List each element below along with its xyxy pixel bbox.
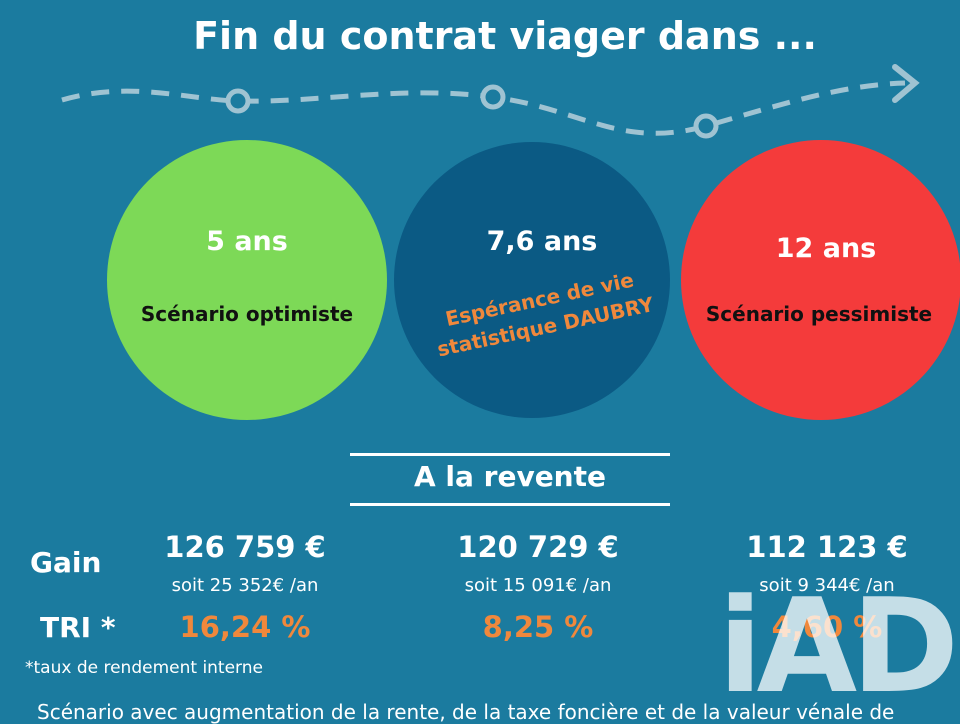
gain-per-year: soit 15 091€ /an (464, 575, 612, 596)
circle-pessimistic (681, 140, 960, 420)
title: Fin du contrat viager dans ... (193, 14, 817, 58)
duration: 5 ans (206, 226, 288, 257)
resale-box (350, 453, 670, 506)
footnote: *taux de rendement interne (25, 658, 263, 678)
row-label: Gain (30, 546, 102, 579)
timeline (61, 64, 920, 139)
scenario-label: Scénario pessimiste (705, 302, 933, 326)
logo: iAD (718, 570, 959, 722)
tri: 16,24 % (179, 610, 311, 644)
tri: 4,60 % (771, 610, 883, 644)
gain: 126 759 € (164, 530, 326, 564)
tri: 8,25 % (482, 610, 594, 644)
gain: 120 729 € (457, 530, 619, 564)
gain-per-year: soit 25 352€ /an (171, 575, 319, 596)
scenario-label: Scénario optimiste (140, 302, 354, 326)
duration: 7,6 ans (486, 226, 598, 257)
gain: 112 123 € (746, 530, 908, 564)
circle-optimistic (107, 140, 387, 420)
row-label: TRI * (40, 611, 116, 644)
resale-title: A la revente (413, 460, 606, 493)
duration: 12 ans (775, 233, 877, 264)
circle-expected (394, 142, 670, 418)
gain-per-year: soit 9 344€ /an (759, 575, 895, 596)
